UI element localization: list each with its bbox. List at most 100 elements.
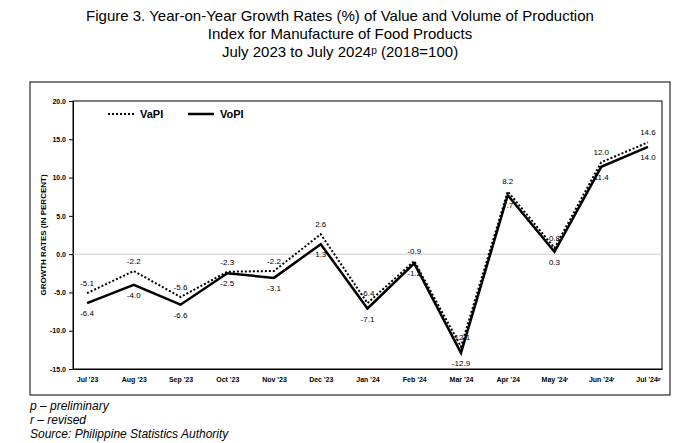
y-tick-mark <box>69 369 73 370</box>
data-label: 2.6 <box>315 220 327 229</box>
x-tick: Oct '23 <box>216 369 239 383</box>
y-tick: 20.0 <box>52 98 73 105</box>
x-tick: Apr '24 <box>497 369 521 384</box>
data-labels: -5.1 -2.2 -5.6 -2.3 -2.2 2.6 -6.4 -0.9 -12.1 8.2 0… <box>80 128 656 368</box>
note: r – revised <box>30 413 86 427</box>
x-tick-label: Jun '24ʳ <box>589 376 615 383</box>
x-tick: Aug '23 <box>122 369 147 384</box>
chart: Figure 3. Year-on-Year Growth Rates (%) … <box>0 0 675 443</box>
x-tick: Jul '23 <box>77 369 99 383</box>
x-tick-label: Feb '24 <box>403 376 427 383</box>
x-tick: Dec '23 <box>309 369 333 383</box>
y-tick-label: -5.0 <box>54 289 66 296</box>
data-label: 8.2 <box>502 177 514 186</box>
data-label: -6.4 <box>361 289 375 298</box>
legend-label: VaPI <box>140 108 163 120</box>
y-tick-label: 20.0 <box>52 98 66 105</box>
data-label: -1.2 <box>407 269 421 278</box>
y-tick: -15.0 <box>50 366 73 373</box>
plot-frame <box>73 101 662 369</box>
data-label: -2.2 <box>267 257 281 266</box>
note: Source: Philippine Statistics Authority <box>30 427 229 441</box>
y-tick-label: -15.0 <box>50 366 66 373</box>
legend-swatch <box>188 113 214 116</box>
data-label: 14.0 <box>640 153 656 162</box>
y-tick-label: 15.0 <box>52 136 66 143</box>
x-tick: Jun '24ʳ <box>589 369 615 383</box>
y-tick-mark <box>69 254 73 255</box>
data-label: -6.4 <box>80 309 94 318</box>
data-label: -6.6 <box>174 311 188 320</box>
data-label: -0.9 <box>407 247 421 256</box>
x-tick-label: Jul '24ᵖ <box>636 376 661 383</box>
y-tick-label: -10.0 <box>50 327 66 334</box>
series-line <box>87 147 648 353</box>
x-axis-line <box>74 369 663 370</box>
legend-swatch <box>108 113 134 115</box>
x-axis: Jul '23 Aug '23 Sep '23 Oct '23 Nov '23 Dec '… <box>74 369 663 384</box>
y-tick: 5.0 <box>56 213 73 220</box>
y-axis: -15.0 -10.0 -5.0 0.0 5.0 10.0 15.0 20.0 <box>50 98 73 373</box>
x-tick-label: Sep '23 <box>169 376 193 384</box>
x-tick: May '24ʳ <box>542 369 569 384</box>
y-tick: 15.0 <box>52 136 73 143</box>
x-tick-label: Jul '23 <box>77 376 99 383</box>
legend: VaPI VoPI <box>108 108 244 120</box>
x-tick-label: May '24ʳ <box>542 376 569 384</box>
data-label: 0.8 <box>549 234 561 243</box>
x-tick-label: Aug '23 <box>122 376 147 384</box>
data-label: 14.6 <box>640 128 656 137</box>
data-label: -12.1 <box>452 333 471 342</box>
data-label: -2.5 <box>220 279 234 288</box>
legend-label: VoPI <box>220 108 244 120</box>
y-axis-title: GROWTH RATES (IN PERCENT) <box>39 174 48 296</box>
y-tick-mark <box>69 101 73 102</box>
x-tick-label: Nov '23 <box>262 376 287 383</box>
y-tick: 0.0 <box>56 251 73 258</box>
series-line <box>87 142 648 346</box>
y-tick: -10.0 <box>50 327 73 334</box>
x-tick: Mar '24 <box>450 369 474 383</box>
x-tick-label: Apr '24 <box>497 376 521 384</box>
y-tick-label: 5.0 <box>56 213 66 220</box>
data-label: 12.0 <box>593 148 609 157</box>
zero-line <box>73 254 662 255</box>
x-tick: Sep '23 <box>169 369 193 384</box>
data-label: -2.3 <box>220 258 234 267</box>
data-label: 11.4 <box>594 173 610 182</box>
data-label: -5.6 <box>174 283 188 292</box>
y-tick: -5.0 <box>54 289 73 296</box>
y-tick-mark <box>69 331 73 332</box>
y-tick-mark <box>69 292 73 293</box>
x-tick: Nov '23 <box>262 369 287 383</box>
x-tick-label: Mar '24 <box>450 376 474 383</box>
data-label: 7.7 <box>502 201 514 210</box>
note: p – preliminary <box>29 399 110 413</box>
data-label: -3.1 <box>267 284 281 293</box>
y-axis-line <box>69 102 74 370</box>
y-tick-mark <box>69 178 73 179</box>
title: Index for Manufacture of Food Products <box>208 25 472 42</box>
y-tick: 10.0 <box>52 174 73 181</box>
x-tick-label: Oct '23 <box>216 376 239 383</box>
plot-area <box>87 142 648 353</box>
data-label: -7.1 <box>361 315 375 324</box>
x-tick: Feb '24 <box>403 369 427 383</box>
y-tick-mark <box>69 139 73 140</box>
title: Figure 3. Year-on-Year Growth Rates (%) … <box>86 7 594 24</box>
x-tick: Jan '24 <box>356 369 380 383</box>
chart-border <box>30 82 670 395</box>
data-label: -12.9 <box>452 359 471 368</box>
data-label: -2.2 <box>127 257 141 266</box>
y-tick-label: 0.0 <box>56 251 66 258</box>
x-tick-label: Dec '23 <box>309 376 333 383</box>
x-tick: Jul '24ᵖ <box>636 369 661 383</box>
data-label: 0.3 <box>549 258 561 267</box>
data-label: -5.1 <box>80 279 94 288</box>
data-label: 1.3 <box>315 250 327 259</box>
y-tick-mark <box>69 216 73 217</box>
y-tick-label: 10.0 <box>52 174 66 181</box>
x-tick-label: Jan '24 <box>356 376 380 383</box>
data-label: -4.0 <box>127 291 141 300</box>
title: July 2023 to July 2024ᵖ (2018=100) <box>222 43 458 60</box>
